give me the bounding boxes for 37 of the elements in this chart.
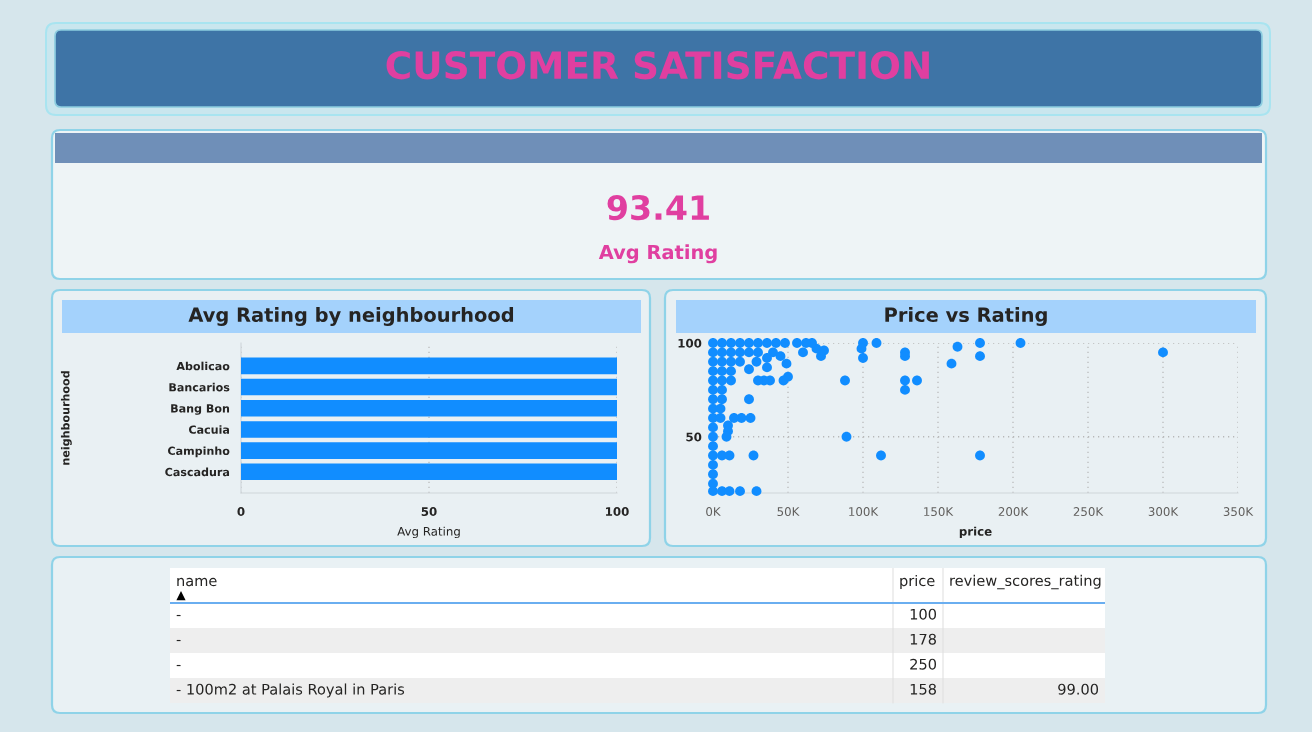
x-tick-label: 200K xyxy=(998,507,1029,517)
y-tick-label: Campinho xyxy=(168,446,230,458)
x-axis-title: price xyxy=(959,526,992,539)
x-tick-label: 100 xyxy=(606,507,629,517)
category-label: review_scores_rating xyxy=(950,574,1101,590)
y-tick-label: Cascadura xyxy=(165,467,230,477)
y-tick-label: Abolicao xyxy=(176,361,230,371)
text: - xyxy=(176,614,181,617)
category-label: name xyxy=(177,577,217,587)
text: 158 xyxy=(910,683,936,695)
x-tick-label: 50 xyxy=(421,507,437,517)
text: - xyxy=(176,639,181,642)
category-label: Avg Rating xyxy=(598,244,717,264)
data-label: 93.41 xyxy=(607,194,709,221)
text: CUSTOMER SATISFACTION xyxy=(386,51,929,80)
category-label: price xyxy=(900,574,935,590)
text: 178 xyxy=(910,633,936,645)
text: 99.00 xyxy=(1058,683,1099,695)
y-tick-label: Bang Bon xyxy=(171,404,230,415)
x-tick-label: 0K xyxy=(706,507,721,517)
x-tick-label: 250K xyxy=(1073,507,1104,517)
x-tick-label: 300K xyxy=(1148,507,1179,517)
x-tick-label: 100K xyxy=(849,507,879,517)
x-tick-label: 150K xyxy=(924,507,954,517)
chart-title: Avg Rating by neighbourhood xyxy=(188,307,514,326)
y-tick-label: Bancarios xyxy=(169,382,230,392)
text: - xyxy=(176,664,181,667)
text: 250 xyxy=(910,658,937,670)
text: 100 xyxy=(910,608,937,620)
y-axis-title: neighbourhood xyxy=(60,371,72,465)
chart-title: Price vs Rating xyxy=(885,307,1047,326)
x-axis-title: Avg Rating xyxy=(397,526,460,539)
text: - 100m2 at Palais Royal in Paris xyxy=(176,683,405,698)
y-tick-label: Cacuia xyxy=(188,425,230,434)
x-tick-label: 50K xyxy=(777,507,800,517)
x-tick-label: 350K xyxy=(1223,507,1254,517)
x-tick-label: 0 xyxy=(237,507,245,517)
